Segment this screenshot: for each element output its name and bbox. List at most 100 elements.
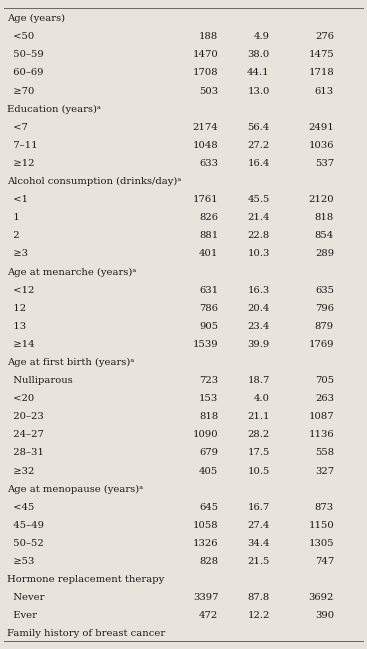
Text: 1470: 1470 <box>193 51 218 59</box>
Text: 22.8: 22.8 <box>247 231 270 240</box>
Text: ≥53: ≥53 <box>7 557 34 566</box>
Text: 39.9: 39.9 <box>247 340 270 349</box>
Text: 18.7: 18.7 <box>247 376 270 385</box>
Text: <20: <20 <box>7 394 34 403</box>
Text: 635: 635 <box>315 286 334 295</box>
Text: 1090: 1090 <box>193 430 218 439</box>
Text: 796: 796 <box>315 304 334 313</box>
Text: 153: 153 <box>199 394 218 403</box>
Text: 16.3: 16.3 <box>247 286 270 295</box>
Text: Education (years)ᵃ: Education (years)ᵃ <box>7 104 101 114</box>
Text: 613: 613 <box>315 86 334 95</box>
Text: 2120: 2120 <box>308 195 334 204</box>
Text: <12: <12 <box>7 286 34 295</box>
Text: 873: 873 <box>315 503 334 512</box>
Text: 1761: 1761 <box>193 195 218 204</box>
Text: ≥70: ≥70 <box>7 86 34 95</box>
Text: Never: Never <box>7 593 44 602</box>
Text: 828: 828 <box>199 557 218 566</box>
Text: 1305: 1305 <box>308 539 334 548</box>
Text: 1036: 1036 <box>309 141 334 150</box>
Text: 20.4: 20.4 <box>247 304 270 313</box>
Text: 633: 633 <box>199 159 218 168</box>
Text: 17.5: 17.5 <box>247 448 270 458</box>
Text: 679: 679 <box>199 448 218 458</box>
Text: 10.3: 10.3 <box>247 249 270 258</box>
Text: 879: 879 <box>315 322 334 331</box>
Text: 818: 818 <box>199 412 218 421</box>
Text: 558: 558 <box>315 448 334 458</box>
Text: 21.4: 21.4 <box>247 214 270 222</box>
Text: 747: 747 <box>315 557 334 566</box>
Text: Family history of breast cancer: Family history of breast cancer <box>7 630 165 639</box>
Text: 1087: 1087 <box>308 412 334 421</box>
Text: <7: <7 <box>7 123 28 132</box>
Text: 1058: 1058 <box>193 521 218 530</box>
Text: 276: 276 <box>315 32 334 42</box>
Text: 60–69: 60–69 <box>7 68 43 77</box>
Text: 3397: 3397 <box>193 593 218 602</box>
Text: 28.2: 28.2 <box>247 430 270 439</box>
Text: 723: 723 <box>199 376 218 385</box>
Text: 188: 188 <box>199 32 218 42</box>
Text: 1136: 1136 <box>308 430 334 439</box>
Text: 2491: 2491 <box>308 123 334 132</box>
Text: 38.0: 38.0 <box>247 51 270 59</box>
Text: 44.1: 44.1 <box>247 68 270 77</box>
Text: <50: <50 <box>7 32 34 42</box>
Text: 854: 854 <box>315 231 334 240</box>
Text: 905: 905 <box>199 322 218 331</box>
Text: 13.0: 13.0 <box>247 86 270 95</box>
Text: 13: 13 <box>7 322 26 331</box>
Text: 34.4: 34.4 <box>247 539 270 548</box>
Text: ≥32: ≥32 <box>7 467 34 476</box>
Text: 1326: 1326 <box>193 539 218 548</box>
Text: 50–52: 50–52 <box>7 539 43 548</box>
Text: ≥14: ≥14 <box>7 340 34 349</box>
Text: Ever: Ever <box>7 611 37 620</box>
Text: 1769: 1769 <box>309 340 334 349</box>
Text: 27.2: 27.2 <box>247 141 270 150</box>
Text: 818: 818 <box>315 214 334 222</box>
Text: 826: 826 <box>199 214 218 222</box>
Text: Nulliparous: Nulliparous <box>7 376 72 385</box>
Text: 12.2: 12.2 <box>247 611 270 620</box>
Text: 881: 881 <box>199 231 218 240</box>
Text: 45.5: 45.5 <box>247 195 270 204</box>
Text: 50–59: 50–59 <box>7 51 43 59</box>
Text: Hormone replacement therapy: Hormone replacement therapy <box>7 575 164 584</box>
Text: 289: 289 <box>315 249 334 258</box>
Text: 2: 2 <box>7 231 19 240</box>
Text: 1708: 1708 <box>193 68 218 77</box>
Text: ≥12: ≥12 <box>7 159 34 168</box>
Text: 405: 405 <box>199 467 218 476</box>
Text: 1048: 1048 <box>193 141 218 150</box>
Text: 21.1: 21.1 <box>247 412 270 421</box>
Text: Age at menopause (years)ᵃ: Age at menopause (years)ᵃ <box>7 485 143 494</box>
Text: 263: 263 <box>315 394 334 403</box>
Text: Age at menarche (years)ᵃ: Age at menarche (years)ᵃ <box>7 267 136 276</box>
Text: 401: 401 <box>199 249 218 258</box>
Text: 27.4: 27.4 <box>247 521 270 530</box>
Text: 390: 390 <box>315 611 334 620</box>
Text: 45–49: 45–49 <box>7 521 44 530</box>
Text: <1: <1 <box>7 195 28 204</box>
Text: 24–27: 24–27 <box>7 430 43 439</box>
Text: 1475: 1475 <box>308 51 334 59</box>
Text: 1539: 1539 <box>193 340 218 349</box>
Text: 705: 705 <box>315 376 334 385</box>
Text: 4.9: 4.9 <box>254 32 270 42</box>
Text: <45: <45 <box>7 503 34 512</box>
Text: 3692: 3692 <box>309 593 334 602</box>
Text: 28–31: 28–31 <box>7 448 43 458</box>
Text: 537: 537 <box>315 159 334 168</box>
Text: Alcohol consumption (drinks/day)ᵃ: Alcohol consumption (drinks/day)ᵃ <box>7 177 181 186</box>
Text: 631: 631 <box>199 286 218 295</box>
Text: 56.4: 56.4 <box>247 123 270 132</box>
Text: 1150: 1150 <box>308 521 334 530</box>
Text: Age (years): Age (years) <box>7 14 65 23</box>
Text: 503: 503 <box>199 86 218 95</box>
Text: 16.7: 16.7 <box>247 503 270 512</box>
Text: 2174: 2174 <box>193 123 218 132</box>
Text: ≥3: ≥3 <box>7 249 28 258</box>
